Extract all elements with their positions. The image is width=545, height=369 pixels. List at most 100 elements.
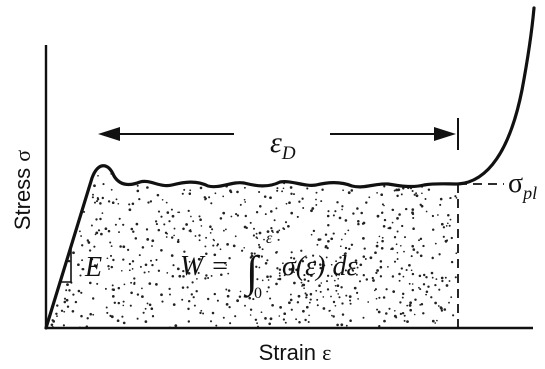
stipple-dot (213, 292, 216, 296)
stipple-dot (100, 232, 103, 236)
stipple-dot (289, 186, 293, 189)
stipple-dot (296, 301, 300, 304)
stipple-dot (202, 312, 205, 315)
stipple-dot (317, 238, 321, 241)
stipple-dot (301, 197, 304, 200)
stipple-dot (200, 309, 203, 312)
stipple-dot (330, 275, 333, 277)
stipple-dot (365, 201, 368, 204)
stipple-dot (209, 225, 212, 228)
stipple-dot (325, 256, 328, 259)
stipple-dot (110, 265, 114, 269)
stipple-dot (302, 309, 305, 313)
stipple-dot (93, 245, 96, 248)
stipple-dot (276, 250, 278, 253)
stipple-dot (385, 312, 388, 315)
stipple-dot (163, 223, 166, 226)
stipple-dot (447, 213, 450, 217)
stipple-dot (283, 312, 287, 316)
stipple-dot (243, 198, 246, 201)
stipple-dot (359, 263, 363, 267)
stipple-dot (304, 318, 307, 322)
stipple-dot (101, 212, 104, 214)
stipple-dot (396, 230, 399, 233)
stipple-dot (332, 232, 335, 235)
modulus-label: E (84, 252, 102, 283)
integral-sign: ∫ (243, 247, 261, 298)
stipple-dot (59, 261, 61, 264)
stipple-dot (398, 174, 400, 177)
stipple-dot (232, 244, 236, 248)
stipple-dot (309, 292, 313, 296)
stipple-dot (330, 263, 333, 266)
stipple-dot (338, 273, 341, 276)
stipple-dot (310, 209, 313, 213)
stipple-dot (88, 171, 90, 174)
stipple-dot (324, 233, 328, 236)
stipple-dot (216, 243, 219, 246)
stipple-dot (258, 231, 262, 235)
stipple-dot (391, 221, 394, 224)
stipple-dot (218, 166, 221, 169)
stipple-dot (430, 296, 433, 299)
stipple-dot (364, 258, 367, 260)
stipple-dot (74, 168, 77, 171)
stipple-dot (200, 225, 203, 227)
stipple-dot (130, 291, 133, 295)
stipple-dot (228, 305, 231, 309)
stipple-dot (301, 285, 303, 287)
stipple-dot (377, 176, 380, 179)
stipple-dot (380, 211, 384, 215)
stipple-dot (192, 220, 195, 223)
stipple-dot (383, 185, 386, 188)
stipple-dot (177, 238, 180, 241)
stipple-dot (381, 203, 384, 206)
stipple-dot (408, 168, 412, 171)
stipple-dot (448, 178, 451, 181)
stipple-dot (335, 289, 338, 292)
stipple-dot (71, 310, 75, 313)
stipple-dot (455, 252, 458, 255)
stipple-dot (431, 214, 434, 218)
stipple-dot (79, 230, 81, 233)
stipple-dot (244, 172, 247, 175)
stipple-dot (385, 288, 388, 291)
stipple-dot (157, 269, 161, 272)
stipple-dot (289, 293, 292, 296)
stipple-dot (226, 294, 230, 298)
stipple-dot (421, 192, 423, 195)
stipple-dot (305, 296, 308, 299)
stipple-dot (95, 218, 98, 221)
stipple-dot (54, 197, 57, 201)
stipple-dot (65, 289, 68, 292)
stipple-dot (166, 211, 170, 214)
stipple-dot (225, 288, 228, 291)
stipple-dot (60, 263, 63, 266)
stipple-dot (278, 315, 281, 317)
stipple-dot (57, 212, 60, 215)
stipple-dot (386, 170, 389, 173)
stipple-dot (183, 188, 186, 191)
stipple-dot (157, 210, 161, 213)
stipple-dot (187, 307, 190, 311)
stipple-dot (238, 295, 242, 298)
stipple-dot (328, 309, 331, 312)
stipple-dot (222, 211, 226, 215)
stipple-dot (168, 287, 171, 291)
stipple-dot (253, 227, 255, 230)
stipple-dot (117, 286, 121, 290)
stipple-dot (244, 214, 248, 218)
stipple-dot (454, 195, 457, 198)
stipple-dot (234, 235, 237, 238)
stipple-dot (362, 316, 365, 319)
stipple-dot (54, 184, 57, 188)
stipple-dot (293, 281, 296, 285)
stipple-dot (266, 230, 270, 233)
stipple-dot (107, 200, 111, 203)
stipple-dot (444, 276, 447, 279)
stipple-dot (211, 228, 214, 231)
stipple-dot (190, 293, 193, 296)
stipple-dot (131, 202, 135, 206)
stipple-dot (344, 232, 347, 235)
stipple-dot (96, 282, 99, 285)
